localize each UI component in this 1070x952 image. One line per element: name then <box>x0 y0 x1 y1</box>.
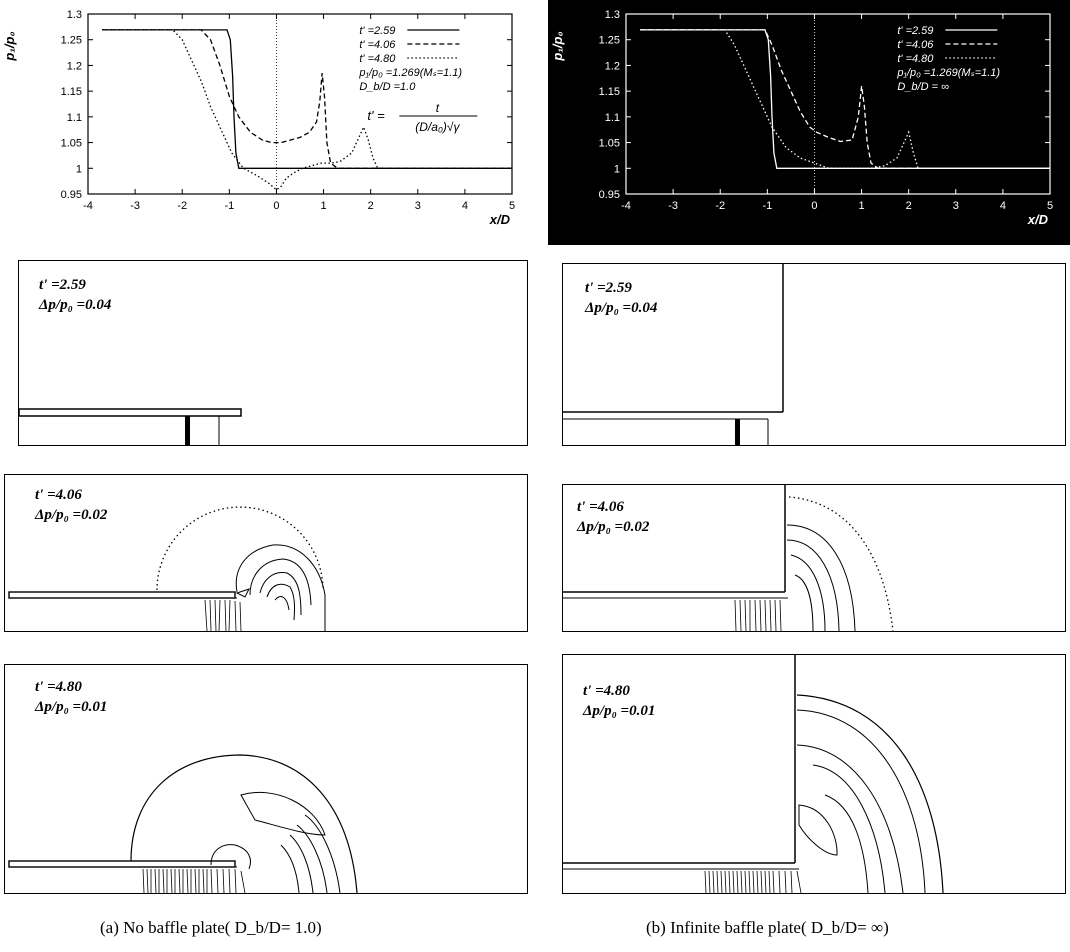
plot-frame <box>625 13 1051 195</box>
x-tick-label: 1 <box>320 200 326 212</box>
x-tick-label: -4 <box>621 200 631 212</box>
panel-delta-label: Δp/p₀ =0.01 <box>35 699 108 715</box>
y-tick-label: 0.95 <box>61 189 82 201</box>
panel-delta-label: Δp/p₀ =0.02 <box>577 519 650 535</box>
panel-time-label: t' =4.06 <box>35 487 82 503</box>
y-tick-label: 1.1 <box>67 112 82 124</box>
x-tick-label: 0 <box>273 200 279 212</box>
y-tick-label: 0.95 <box>599 189 620 201</box>
y-tick-label: 1.15 <box>599 86 620 98</box>
x-tick-label: 2 <box>906 200 912 212</box>
legend-label: t' =4.80 <box>897 53 934 65</box>
x-tick-label: 4 <box>1000 200 1006 212</box>
x-tick-label: 3 <box>953 200 959 212</box>
panel-time-label: t' =4.06 <box>577 499 624 515</box>
panel-delta-label: Δp/p₀ =0.04 <box>39 297 112 313</box>
y-tick-label: 1.3 <box>605 9 620 21</box>
y-axis-label: p₁/p₀ <box>2 31 17 61</box>
contour-panel-a2: t' =4.06 Δp/p₀ =0.02 <box>4 474 528 632</box>
legend-label: t' =4.80 <box>359 53 396 65</box>
pressure-chart-no-baffle: -4 -3 -2 -1 0 1 2 3 4 5 0.95 1 1.05 1.1 1.15 1.2 1.25 1.3… <box>0 0 530 245</box>
formula-numerator: t <box>436 101 440 115</box>
panel-time-label: t' =2.59 <box>39 277 86 293</box>
y-tick-label: 1.2 <box>67 60 82 72</box>
contour-panel-a1: t' =2.59 Δp/p₀ =0.04 <box>18 260 528 446</box>
x-tick-label: -1 <box>224 200 234 212</box>
x-tick-label: -3 <box>130 200 140 212</box>
legend-label: t' =4.06 <box>897 39 934 51</box>
caption-a: (a) No baffle plate( D_b/D= 1.0) <box>100 918 322 937</box>
contour-panel-a3: t' =4.80 Δp/p₀ =0.01 <box>4 664 528 894</box>
x-tick-label: 3 <box>415 200 421 212</box>
x-tick-label: 2 <box>368 200 374 212</box>
contour-plot <box>8 506 326 631</box>
contour-plot <box>8 754 358 893</box>
contour-panel-b1: t' =2.59 Δp/p₀ =0.04 <box>562 263 1066 446</box>
contour-plot <box>563 655 944 893</box>
annotation-baffle-ratio: D_b/D =1.0 <box>359 81 416 93</box>
formula-lhs: t' = <box>367 108 385 123</box>
caption-b: (b) Infinite baffle plate( D_b/D= ∞) <box>646 918 889 937</box>
y-tick-label: 1 <box>614 163 620 175</box>
contour-plot <box>563 264 784 445</box>
y-tick-label: 1.3 <box>67 9 82 21</box>
series-line <box>640 29 1050 169</box>
y-tick-label: 1.1 <box>605 112 620 124</box>
chart-background <box>548 0 1070 245</box>
x-tick-label: 1 <box>858 200 864 212</box>
x-axis-label: x/D <box>489 212 511 227</box>
y-tick-label: 1.05 <box>599 138 620 150</box>
y-tick-label: 1.25 <box>599 35 620 47</box>
pressure-chart-infinite-baffle: -4 -3 -2 -1 0 1 2 3 4 5 0.95 1 1.05 1.1 1.15 1.2 1.25 1.3… <box>548 0 1070 245</box>
contour-plot <box>19 408 242 445</box>
panel-time-label: t' =4.80 <box>583 683 630 699</box>
series-line <box>102 29 512 169</box>
x-tick-label: 5 <box>509 200 515 212</box>
x-tick-label: 5 <box>1047 200 1053 212</box>
series-line <box>640 29 1050 169</box>
annotation-pressure-ratio: p₁/p₀ =1.269(Mₛ=1.1) <box>358 67 462 79</box>
y-tick-label: 1.15 <box>61 86 82 98</box>
panel-time-label: t' =4.80 <box>35 679 82 695</box>
contour-plot <box>563 485 894 631</box>
y-tick-label: 1 <box>76 163 82 175</box>
y-axis-label: p₁/p₀ <box>550 31 565 61</box>
legend-label: t' =4.06 <box>359 39 396 51</box>
contour-panel-b2: t' =4.06 Δp/p₀ =0.02 <box>562 484 1066 632</box>
panel-delta-label: Δp/p₀ =0.02 <box>35 507 108 523</box>
y-tick-label: 1.05 <box>61 138 82 150</box>
panel-time-label: t' =2.59 <box>585 280 632 296</box>
x-tick-label: -4 <box>83 200 93 212</box>
series-line <box>102 29 512 169</box>
x-tick-label: -2 <box>715 200 725 212</box>
x-tick-label: -1 <box>762 200 772 212</box>
contour-panel-b3: t' =4.80 Δp/p₀ =0.01 <box>562 654 1066 894</box>
legend-label: t' =2.59 <box>897 25 933 37</box>
x-tick-label: -3 <box>668 200 678 212</box>
annotation-baffle-ratio: D_b/D = ∞ <box>897 81 949 93</box>
x-tick-label: 4 <box>462 200 468 212</box>
plot-frame <box>87 13 513 195</box>
formula-denominator: (D/a₀)√γ <box>415 120 460 134</box>
y-tick-label: 1.2 <box>605 60 620 72</box>
y-tick-label: 1.25 <box>61 35 82 47</box>
x-tick-label: -2 <box>177 200 187 212</box>
panel-delta-label: Δp/p₀ =0.01 <box>583 703 656 719</box>
annotation-pressure-ratio: p₁/p₀ =1.269(Mₛ=1.1) <box>896 67 1000 79</box>
x-axis-label: x/D <box>1027 212 1049 227</box>
x-tick-label: 0 <box>811 200 817 212</box>
series-line <box>640 29 1050 169</box>
panel-delta-label: Δp/p₀ =0.04 <box>585 300 658 316</box>
legend-label: t' =2.59 <box>359 25 395 37</box>
